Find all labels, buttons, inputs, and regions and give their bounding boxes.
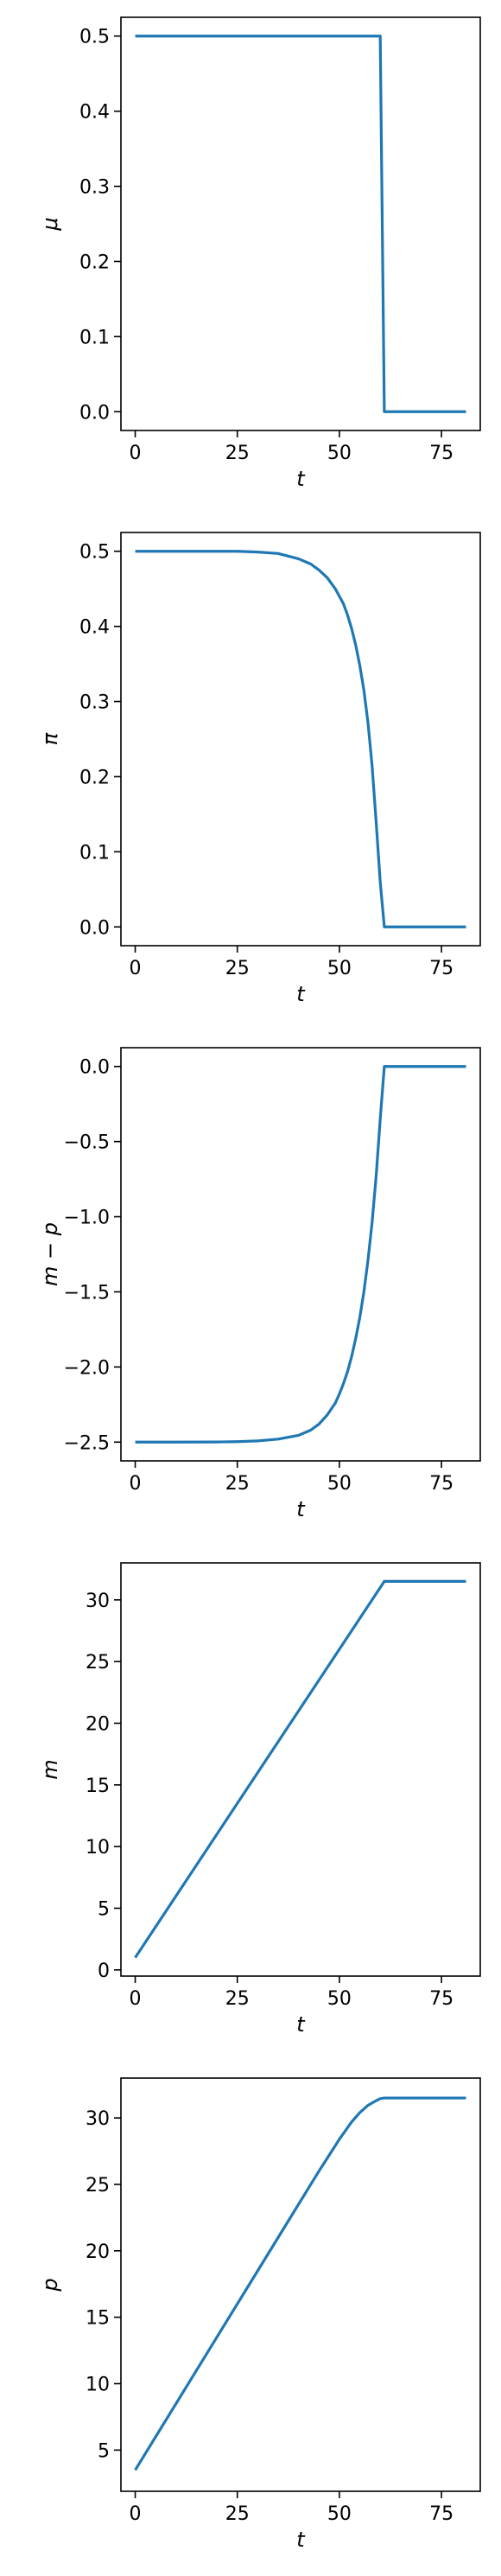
subplot-4: 0 25 50 75 0 5 10 15 20 25 30 t m bbox=[38, 1562, 481, 2037]
y-tick-label: 0.0 bbox=[79, 402, 110, 424]
y-tick-label: −1.5 bbox=[64, 1282, 110, 1304]
y-tick-label: 5 bbox=[98, 1899, 110, 1921]
axes-frame bbox=[120, 1047, 481, 1462]
x-tick-label: 0 bbox=[130, 443, 142, 464]
x-tick-label: 50 bbox=[327, 443, 352, 464]
x-tick-label: 25 bbox=[225, 1473, 250, 1495]
axes-frame bbox=[120, 532, 481, 947]
subplot-1: 0 25 50 75 0.0 0.1 0.2 0.3 0.4 0.5 t μ bbox=[38, 16, 481, 491]
x-tick-label: 75 bbox=[429, 2503, 453, 2525]
x-tick-label: 0 bbox=[130, 1473, 142, 1495]
subplot-2: 0 25 50 75 0.0 0.1 0.2 0.3 0.4 0.5 t π bbox=[38, 532, 481, 1006]
y-tick-label: 20 bbox=[86, 1713, 110, 1735]
series-line-2-1 bbox=[135, 550, 466, 928]
y-tick-label: −0.5 bbox=[64, 1132, 110, 1154]
x-tick-label: 25 bbox=[225, 1988, 250, 2010]
x-axis-label: t bbox=[296, 1497, 306, 1521]
x-axis-label: t bbox=[296, 2528, 306, 2552]
x-tick-label: 75 bbox=[429, 958, 453, 979]
subplot-3: 0 25 50 75 −2.5 −2.0 −1.5 −1.0 −0.5 0.0 t m − p bbox=[38, 1047, 481, 1521]
x-tick-label: 0 bbox=[130, 1988, 142, 2010]
y-tick-label: 0.1 bbox=[79, 327, 110, 348]
y-tick-label: 30 bbox=[86, 1591, 110, 1612]
y-tick-label: 25 bbox=[86, 2175, 110, 2197]
y-tick-label: 0.0 bbox=[79, 917, 110, 939]
x-tick-label: 25 bbox=[225, 2503, 250, 2525]
y-tick-label: 0.3 bbox=[79, 692, 110, 714]
y-tick-label: −2.0 bbox=[64, 1357, 110, 1379]
x-tick-label: 0 bbox=[130, 958, 142, 979]
y-tick-label: 0 bbox=[98, 1961, 110, 1982]
x-tick-label: 50 bbox=[327, 2503, 352, 2525]
axes-frame bbox=[120, 16, 481, 431]
x-axis-label: t bbox=[296, 982, 306, 1006]
x-tick-label: 75 bbox=[429, 1988, 453, 2010]
y-tick-label: 0.3 bbox=[79, 177, 110, 199]
series-line-1-1 bbox=[135, 35, 466, 413]
y-tick-label: 25 bbox=[86, 1652, 110, 1674]
y-tick-label: −2.5 bbox=[64, 1432, 110, 1454]
y-axis-label: π bbox=[38, 732, 62, 745]
y-tick-label: 15 bbox=[86, 1776, 110, 1797]
axes-frame bbox=[120, 2077, 481, 2492]
x-tick-label: 0 bbox=[130, 2503, 142, 2525]
y-tick-label: −1.0 bbox=[64, 1208, 110, 1229]
x-axis-label: t bbox=[296, 467, 306, 491]
y-axis-label: p bbox=[38, 2278, 62, 2292]
y-axis-label: m bbox=[38, 1759, 62, 1779]
y-tick-label: 5 bbox=[98, 2440, 110, 2462]
x-tick-label: 50 bbox=[327, 958, 352, 979]
x-tick-label: 50 bbox=[327, 1988, 352, 2010]
y-tick-label: 30 bbox=[86, 2108, 110, 2130]
x-tick-label: 25 bbox=[225, 443, 250, 464]
y-tick-label: 0.0 bbox=[79, 1057, 110, 1079]
y-tick-label: 0.5 bbox=[79, 542, 110, 564]
y-tick-label: 15 bbox=[86, 2308, 110, 2330]
series-line-4-1 bbox=[134, 1579, 466, 1959]
y-tick-label: 0.1 bbox=[79, 842, 110, 864]
series-line-3-1 bbox=[135, 1065, 466, 1444]
y-tick-label: 10 bbox=[86, 1837, 110, 1859]
y-tick-label: 0.4 bbox=[79, 102, 110, 124]
x-tick-label: 75 bbox=[429, 1473, 453, 1495]
axes-frame bbox=[120, 1562, 481, 1977]
y-axis-label: μ bbox=[38, 217, 62, 231]
y-tick-label: 0.2 bbox=[79, 767, 110, 788]
y-tick-label: 10 bbox=[86, 2375, 110, 2396]
y-tick-label: 0.4 bbox=[79, 617, 110, 639]
y-tick-label: 20 bbox=[86, 2241, 110, 2263]
y-axis-label: m − p bbox=[38, 1222, 62, 1286]
x-tick-label: 75 bbox=[429, 443, 453, 464]
subplot-5: 0 25 50 75 5 10 15 20 25 30 t p bbox=[38, 2077, 481, 2552]
x-tick-label: 25 bbox=[225, 958, 250, 979]
series-line-5-1 bbox=[134, 2096, 466, 2471]
y-tick-label: 0.2 bbox=[79, 252, 110, 273]
x-tick-label: 50 bbox=[327, 1473, 352, 1495]
x-axis-label: t bbox=[296, 2012, 306, 2037]
y-tick-label: 0.5 bbox=[79, 27, 110, 48]
